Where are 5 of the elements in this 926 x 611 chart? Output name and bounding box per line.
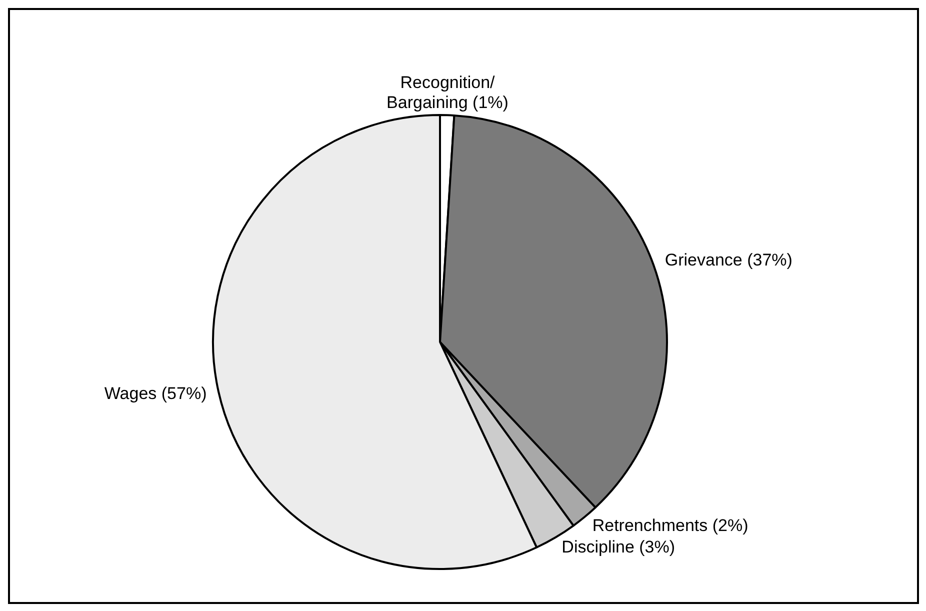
slice-label: Retrenchments (2%)	[592, 516, 748, 535]
slice-label: Grievance (37%)	[664, 250, 792, 270]
slice-label: Discipline (3%)	[562, 537, 676, 556]
slice-label: Recognition/ Bargaining (1%)	[386, 72, 508, 112]
slice-label: Wages (57%)	[104, 384, 207, 403]
